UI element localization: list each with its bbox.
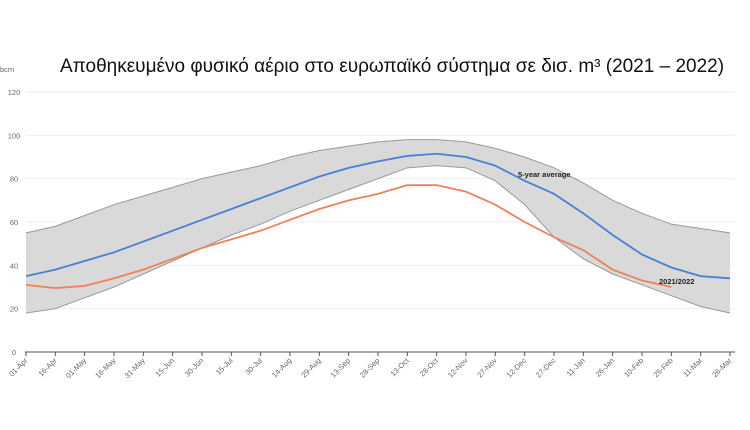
y-tick-label: 40 (10, 261, 18, 270)
x-tick-label: 28-Oct (418, 355, 441, 378)
x-tick-label: 30-Jun (183, 356, 206, 379)
x-tick-label: 26-Jan (593, 356, 616, 379)
x-tick-label: 26-Mar (710, 356, 734, 380)
x-tick-label: 12-Nov (446, 356, 470, 380)
x-tick-label: 13-Oct (388, 355, 411, 378)
series-label-5-year-average: 5-year average (518, 170, 571, 179)
x-tick-label: 14-Aug (270, 356, 293, 379)
x-tick-label: 01-Apr (7, 356, 30, 379)
series-label-2021-2022: 2021/2022 (659, 277, 694, 286)
y-tick-label: 80 (10, 175, 18, 184)
x-tick-label: 28-Sep (358, 356, 381, 379)
x-tick-label: 30-Jul (243, 356, 264, 377)
x-tick-label: 13-Sep (329, 356, 352, 379)
x-tick-label: 12-Dec (505, 356, 529, 380)
x-tick-label: 27-Nov (475, 356, 499, 380)
x-tick-label: 31-May (123, 356, 147, 380)
five-year-range-band (26, 139, 730, 313)
x-tick-label: 16-May (93, 356, 117, 380)
x-tick-label: 25-Feb (652, 356, 675, 379)
x-tick-label: 11-Mar (681, 356, 704, 379)
y-tick-label: 100 (8, 131, 21, 140)
y-tick-label: 120 (8, 88, 21, 97)
y-tick-label: 20 (10, 305, 18, 314)
chart-title: Αποθηκευμένο φυσικό αέριο στο ευρωπαϊκό … (60, 56, 725, 77)
band-upper-edge (25, 139, 731, 234)
band-lower-edge (25, 165, 731, 314)
y-axis-unit: bcm (0, 65, 14, 74)
x-tick-label: 11-Jan (565, 356, 587, 378)
x-tick-label: 15-Jun (153, 356, 176, 379)
x-tick-label: 10-Feb (622, 356, 645, 379)
series-line-2021-2022 (25, 184, 672, 289)
x-tick-label: 27-Dec (534, 356, 558, 380)
x-tick-label: 01-May (64, 356, 88, 380)
x-tick-label: 29-Aug (299, 356, 322, 379)
x-tick-label: 15-Jul (214, 356, 235, 377)
series-line-5-year-average (25, 152, 731, 280)
y-tick-label: 0 (12, 348, 16, 357)
y-tick-label: 60 (10, 218, 18, 227)
x-tick-label: 16-Apr (36, 356, 59, 379)
